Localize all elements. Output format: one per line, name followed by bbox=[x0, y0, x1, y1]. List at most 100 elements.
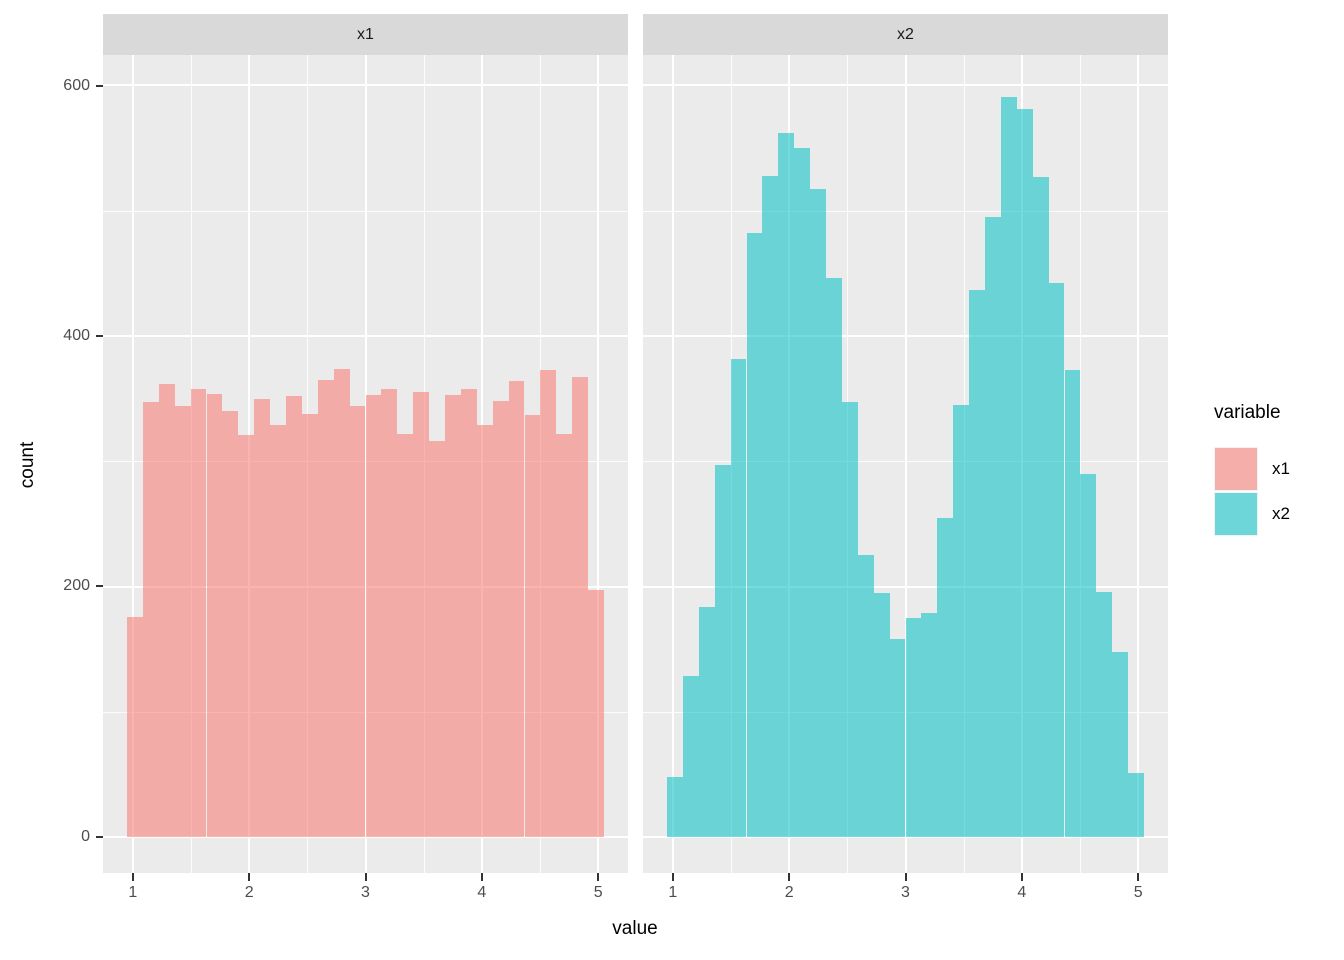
facet-strip-x1: x1 bbox=[103, 14, 628, 55]
histogram-bar bbox=[937, 517, 954, 837]
histogram-bar bbox=[857, 555, 874, 838]
x-tick-mark bbox=[248, 873, 251, 881]
legend-title: variable bbox=[1214, 402, 1281, 423]
grid-major-x bbox=[1137, 55, 1140, 873]
y-tick-mark bbox=[96, 85, 103, 87]
histogram-bar bbox=[317, 379, 334, 837]
histogram-bar bbox=[841, 402, 858, 838]
y-tick-label: 0 bbox=[81, 828, 90, 845]
x-tick-mark bbox=[904, 873, 907, 881]
histogram-bar bbox=[286, 396, 302, 837]
histogram-bar bbox=[127, 616, 143, 838]
histogram-bar bbox=[714, 465, 731, 837]
legend-entry-x2: x2 bbox=[1214, 491, 1290, 536]
histogram-bar bbox=[508, 381, 525, 838]
histogram-bar bbox=[810, 189, 826, 837]
y-tick-label: 400 bbox=[63, 327, 90, 344]
grid-major-x bbox=[131, 55, 134, 873]
histogram-bar bbox=[445, 394, 461, 838]
histogram-bar bbox=[778, 133, 795, 837]
facet-strip-label-x1: x1 bbox=[357, 25, 374, 43]
histogram-bar bbox=[349, 406, 366, 837]
histogram-bar bbox=[333, 368, 350, 837]
x-tick-label: 2 bbox=[784, 884, 794, 901]
histogram-bar bbox=[1032, 176, 1049, 838]
facet-strip-label-x2: x2 bbox=[897, 25, 914, 43]
histogram-bar bbox=[1064, 369, 1081, 837]
histogram-bar bbox=[1048, 283, 1065, 838]
histogram-bar bbox=[413, 392, 430, 837]
histogram-bar bbox=[556, 433, 573, 838]
grid-major-x bbox=[904, 55, 907, 873]
histogram-bar bbox=[905, 617, 922, 837]
histogram-bar bbox=[476, 424, 493, 837]
histogram-bar bbox=[873, 592, 890, 838]
x-tick-label: 3 bbox=[361, 884, 370, 901]
grid-minor-x bbox=[1080, 55, 1081, 873]
y-tick-mark bbox=[96, 585, 103, 587]
histogram-bar bbox=[254, 398, 271, 837]
histogram-bar bbox=[301, 413, 318, 837]
legend-swatch-x1-fill bbox=[1215, 447, 1257, 490]
histogram-bar bbox=[429, 441, 445, 837]
histogram-bar bbox=[1096, 591, 1113, 837]
histogram-bar bbox=[1016, 109, 1033, 837]
histogram-bar bbox=[746, 233, 763, 838]
histogram-bar bbox=[524, 414, 541, 838]
histogram-bar bbox=[270, 424, 286, 837]
y-axis-title: count bbox=[17, 441, 38, 489]
histogram-bar bbox=[921, 612, 938, 837]
histogram-bar bbox=[397, 433, 414, 838]
legend-label-x1: x1 bbox=[1272, 458, 1290, 478]
histogram-bar bbox=[826, 278, 842, 838]
histogram-bar bbox=[572, 377, 589, 837]
legend-entry-x1: x1 bbox=[1214, 446, 1290, 491]
histogram-bar bbox=[460, 388, 477, 838]
legend: variable x1 x2 bbox=[1214, 402, 1290, 536]
histogram-bar bbox=[667, 776, 683, 837]
histogram-bar bbox=[381, 388, 398, 838]
legend-swatch-x2-icon bbox=[1214, 491, 1258, 536]
histogram-bar bbox=[698, 606, 715, 838]
x-tick-label: 4 bbox=[477, 884, 487, 901]
histogram-bar bbox=[142, 402, 159, 838]
grid-major-x bbox=[671, 55, 674, 873]
histogram-bar bbox=[174, 406, 191, 837]
histogram-bar bbox=[953, 404, 970, 838]
histogram-bar bbox=[762, 175, 779, 837]
x-tick-label: 4 bbox=[1017, 884, 1027, 901]
x-tick-mark bbox=[788, 873, 791, 881]
grid-major-x bbox=[597, 55, 600, 873]
histogram-bar bbox=[158, 383, 175, 838]
histogram-bar bbox=[206, 393, 223, 837]
legend-swatch-x1-icon bbox=[1214, 446, 1258, 491]
histogram-bar bbox=[588, 590, 604, 838]
panel-x2 bbox=[643, 55, 1168, 873]
histogram-bar bbox=[1128, 773, 1144, 838]
y-tick-label: 200 bbox=[63, 577, 90, 594]
histogram-bar bbox=[794, 148, 811, 838]
x-tick-mark bbox=[671, 873, 674, 881]
x-tick-label: 2 bbox=[244, 884, 254, 901]
x-tick-mark bbox=[364, 873, 367, 881]
x-tick-mark bbox=[131, 873, 134, 881]
x-tick-label: 1 bbox=[668, 884, 678, 901]
histogram-bar bbox=[682, 675, 699, 838]
x-tick-label: 5 bbox=[1133, 884, 1143, 901]
histogram-bar bbox=[1000, 96, 1017, 837]
histogram-bar bbox=[540, 369, 557, 837]
y-tick-label: 600 bbox=[63, 77, 90, 94]
histogram-bar bbox=[1080, 473, 1097, 838]
x-tick-label: 3 bbox=[901, 884, 910, 901]
histogram-bar bbox=[730, 358, 747, 837]
histogram-bar bbox=[222, 411, 239, 837]
histogram-bar bbox=[1112, 651, 1129, 838]
facet-strip-x2: x2 bbox=[643, 14, 1168, 55]
legend-swatch-x2-fill bbox=[1215, 492, 1257, 535]
histogram-bar bbox=[969, 289, 985, 837]
x-tick-mark bbox=[1020, 873, 1023, 881]
histogram-bar bbox=[889, 639, 906, 837]
histogram-bar bbox=[985, 217, 1001, 838]
x-tick-mark bbox=[597, 873, 600, 881]
histogram-bar bbox=[365, 394, 382, 838]
